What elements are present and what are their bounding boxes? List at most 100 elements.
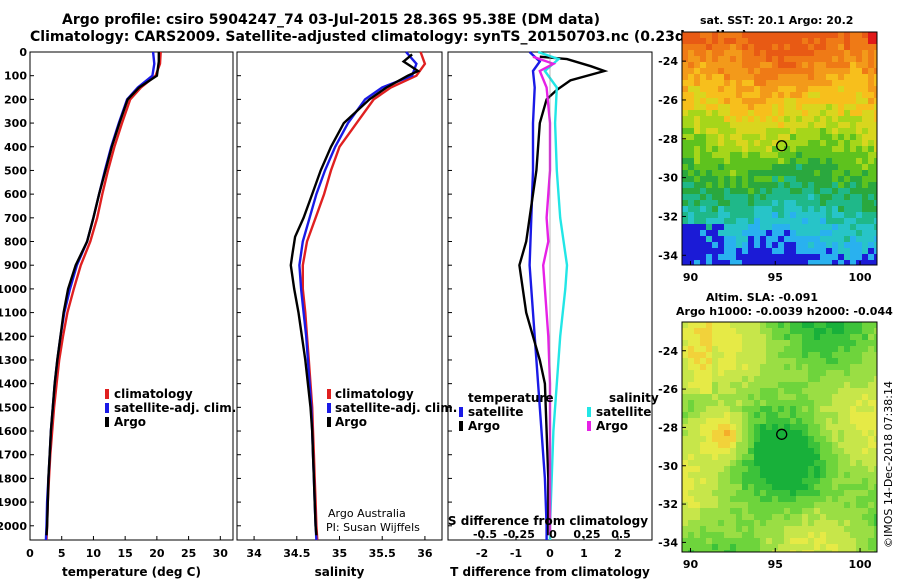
map-cell (868, 188, 874, 194)
map-cell (850, 152, 856, 158)
map-cell (748, 110, 754, 116)
map-cell (796, 152, 802, 158)
map-cell (700, 358, 706, 364)
map-cell (844, 128, 850, 134)
map-cell (850, 394, 856, 400)
map-cell (724, 346, 730, 352)
map-cell (706, 472, 712, 478)
map-cell (748, 158, 754, 164)
map-cell (796, 164, 802, 170)
map-cell (718, 424, 724, 430)
map-cell (766, 478, 772, 484)
map-cell (754, 158, 760, 164)
map-cell (760, 248, 766, 254)
map-cell (862, 388, 868, 394)
map-cell (724, 520, 730, 526)
map-cell (868, 388, 874, 394)
map-cell (820, 412, 826, 418)
map-cell (766, 254, 772, 260)
map-cell (856, 526, 862, 532)
map-cell (826, 260, 832, 265)
map-cell (760, 448, 766, 454)
map-cell (730, 376, 736, 382)
map-cell (748, 56, 754, 62)
map-cell (754, 188, 760, 194)
map-cell (838, 164, 844, 170)
map-cell (730, 340, 736, 346)
map-cell (856, 364, 862, 370)
map-cell (742, 254, 748, 260)
map-cell (850, 128, 856, 134)
map-cell (760, 218, 766, 224)
map-cell (682, 80, 688, 86)
map-cell (838, 412, 844, 418)
map-cell (688, 236, 694, 242)
map-cell (838, 520, 844, 526)
map-cell (766, 194, 772, 200)
map-cell (748, 206, 754, 212)
map-cell (826, 496, 832, 502)
map-cell (700, 104, 706, 110)
map-cell (814, 98, 820, 104)
map-cell (838, 346, 844, 352)
map-cell (772, 532, 778, 538)
map-cell (688, 248, 694, 254)
map-cell (706, 194, 712, 200)
map-cell (838, 364, 844, 370)
map-cell (820, 334, 826, 340)
map-cell (778, 86, 784, 92)
y-tick-label: -24 (658, 345, 678, 358)
map-cell (694, 86, 700, 92)
map-cell (736, 122, 742, 128)
map-cell (748, 92, 754, 98)
map-cell (772, 116, 778, 122)
map-cell (772, 122, 778, 128)
map-cell (838, 550, 844, 552)
map-cell (844, 358, 850, 364)
map-cell (826, 388, 832, 394)
map-cell (766, 394, 772, 400)
map-cell (694, 508, 700, 514)
map-cell (724, 206, 730, 212)
map-cell (850, 358, 856, 364)
map-cell (754, 80, 760, 86)
map-cell (730, 68, 736, 74)
map-cell (850, 110, 856, 116)
map-cell (820, 230, 826, 236)
map-cell (856, 448, 862, 454)
map-cell (808, 260, 814, 265)
map-cell (700, 194, 706, 200)
map-cell (730, 194, 736, 200)
map-cell (754, 526, 760, 532)
map-cell (844, 68, 850, 74)
map-cell (730, 490, 736, 496)
map-cell (778, 38, 784, 44)
map-cell (856, 394, 862, 400)
map-cell (748, 370, 754, 376)
g-temp-xlabel: temperature (deg C) (62, 565, 201, 579)
map-cell (730, 158, 736, 164)
map-cell (784, 460, 790, 466)
map-cell (778, 260, 784, 265)
map-cell (874, 436, 877, 442)
map-cell (682, 224, 688, 230)
map-cell (808, 388, 814, 394)
map-cell (766, 454, 772, 460)
map-cell (712, 358, 718, 364)
map-cell (772, 218, 778, 224)
map-cell (844, 496, 850, 502)
map-cell (814, 370, 820, 376)
map-cell (808, 442, 814, 448)
map-cell (718, 358, 724, 364)
map-cell (778, 400, 784, 406)
map-cell (760, 110, 766, 116)
map-cell (748, 382, 754, 388)
map-cell (826, 490, 832, 496)
map-cell (742, 164, 748, 170)
map-cell (790, 358, 796, 364)
map-cell (832, 388, 838, 394)
map-cell (772, 406, 778, 412)
map-cell (694, 352, 700, 358)
map-cell (682, 502, 688, 508)
map-cell (742, 248, 748, 254)
